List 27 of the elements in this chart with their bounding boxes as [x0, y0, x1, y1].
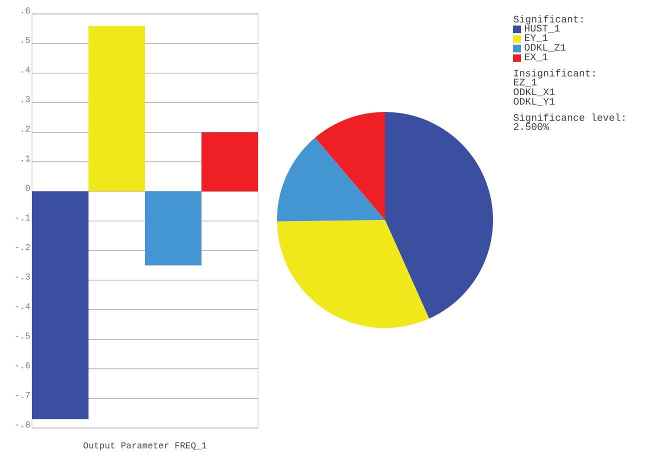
- text: ODKL_Y1: [514, 98, 555, 106]
- y-tick-label: -.5: [16, 332, 30, 339]
- text: Significance level:: [514, 114, 624, 123]
- y-tick-label: .3: [22, 96, 30, 102]
- y-tick-label: -.2: [16, 244, 30, 250]
- y-tick-label: -.1: [16, 214, 30, 220]
- y-tick-label: -.4: [16, 303, 30, 310]
- y-tick-label: .2: [22, 126, 30, 132]
- y-tick-label: -.8: [16, 421, 30, 428]
- y-tick-label: -.7: [16, 392, 30, 398]
- y-tick-label: .4: [22, 66, 30, 73]
- legend-label: ODKL_Z1: [524, 44, 566, 52]
- text: 2.500%: [514, 123, 550, 130]
- y-tick-label: 0: [26, 184, 30, 191]
- text: EZ_1: [514, 78, 537, 86]
- y-tick-label: -.6: [16, 362, 30, 368]
- y-tick-label: .5: [22, 37, 30, 44]
- y-tick-label: .1: [22, 155, 30, 162]
- y-tick-label: -.3: [16, 274, 30, 280]
- text: Insignificant:: [514, 69, 594, 78]
- legend-title: Significant:: [514, 15, 583, 24]
- legend-label: EX_1: [524, 54, 548, 62]
- legend-label: EY_1: [524, 34, 548, 42]
- y-tick-label: .6: [22, 7, 30, 14]
- x-axis-title: Output Parameter FREQ_1: [84, 442, 206, 450]
- legend-label: HUST_1: [524, 24, 560, 33]
- text: ODKL_X1: [514, 88, 555, 96]
